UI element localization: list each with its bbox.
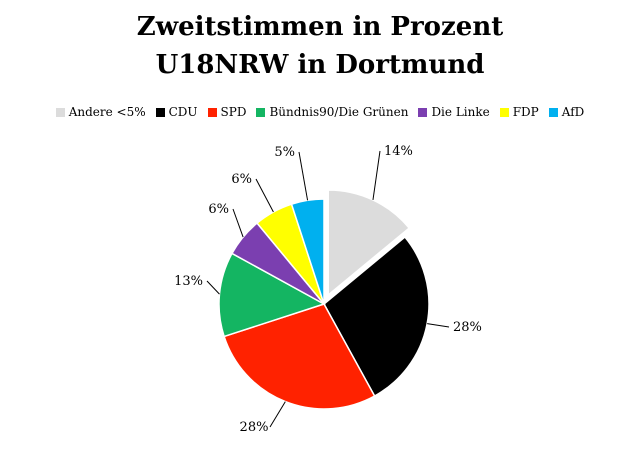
leader-line	[206, 280, 220, 295]
legend-label: CDU	[168, 105, 198, 119]
legend-item-spd: SPD	[207, 105, 247, 119]
data-label-fdp: 6%	[231, 172, 252, 187]
data-label-die-linke: 6%	[208, 202, 229, 217]
legend-label: AfD	[561, 105, 585, 119]
legend-swatch	[155, 107, 165, 117]
legend-swatch	[548, 107, 558, 117]
legend-label: FDP	[512, 105, 539, 119]
legend-label: Andere <5%	[68, 105, 146, 119]
legend-swatch	[256, 107, 266, 117]
legend-item-fdp: FDP	[499, 105, 539, 119]
leader-line	[298, 151, 309, 201]
legend-swatch	[207, 107, 217, 117]
leader-line	[372, 150, 381, 201]
legend-item-andere-5: Andere <5%	[55, 105, 146, 119]
legend-item-cdu: CDU	[155, 105, 198, 119]
pie-slice-andere-5	[327, 189, 411, 297]
legend-swatch	[418, 107, 428, 117]
legend-item-die-linke: Die Linke	[418, 105, 490, 119]
legend-swatch	[499, 107, 509, 117]
pie-slice-spd	[223, 303, 376, 410]
data-label-cdu: 28%	[453, 320, 482, 335]
leader-line	[269, 401, 286, 428]
chart-title: Zweitstimmen in Prozent U18NRW in Dortmu…	[136, 12, 504, 80]
data-label-afd: 5%	[274, 145, 295, 160]
leader-line	[255, 178, 274, 213]
leader-line	[427, 323, 450, 328]
pie-slice-b-ndnis90-die-gr-nen	[218, 252, 326, 338]
legend-label: Bündnis90/Die Grünen	[269, 105, 409, 119]
legend-label: SPD	[220, 105, 247, 119]
legend-label: Die Linke	[431, 105, 490, 119]
leader-line	[232, 208, 244, 238]
data-label-andere-5: 14%	[384, 144, 413, 159]
data-label-b-ndnis90-die-gr-nen: 13%	[174, 274, 203, 289]
legend-item-b-ndnis90-die-gr-nen: Bündnis90/Die Grünen	[256, 105, 408, 119]
legend: Andere <5% CDU SPD Bündnis90/Die Grünen Die …	[0, 105, 640, 119]
data-label-spd: 28%	[240, 420, 269, 435]
legend-swatch	[55, 107, 65, 117]
legend-item-afd: AfD	[548, 105, 585, 119]
